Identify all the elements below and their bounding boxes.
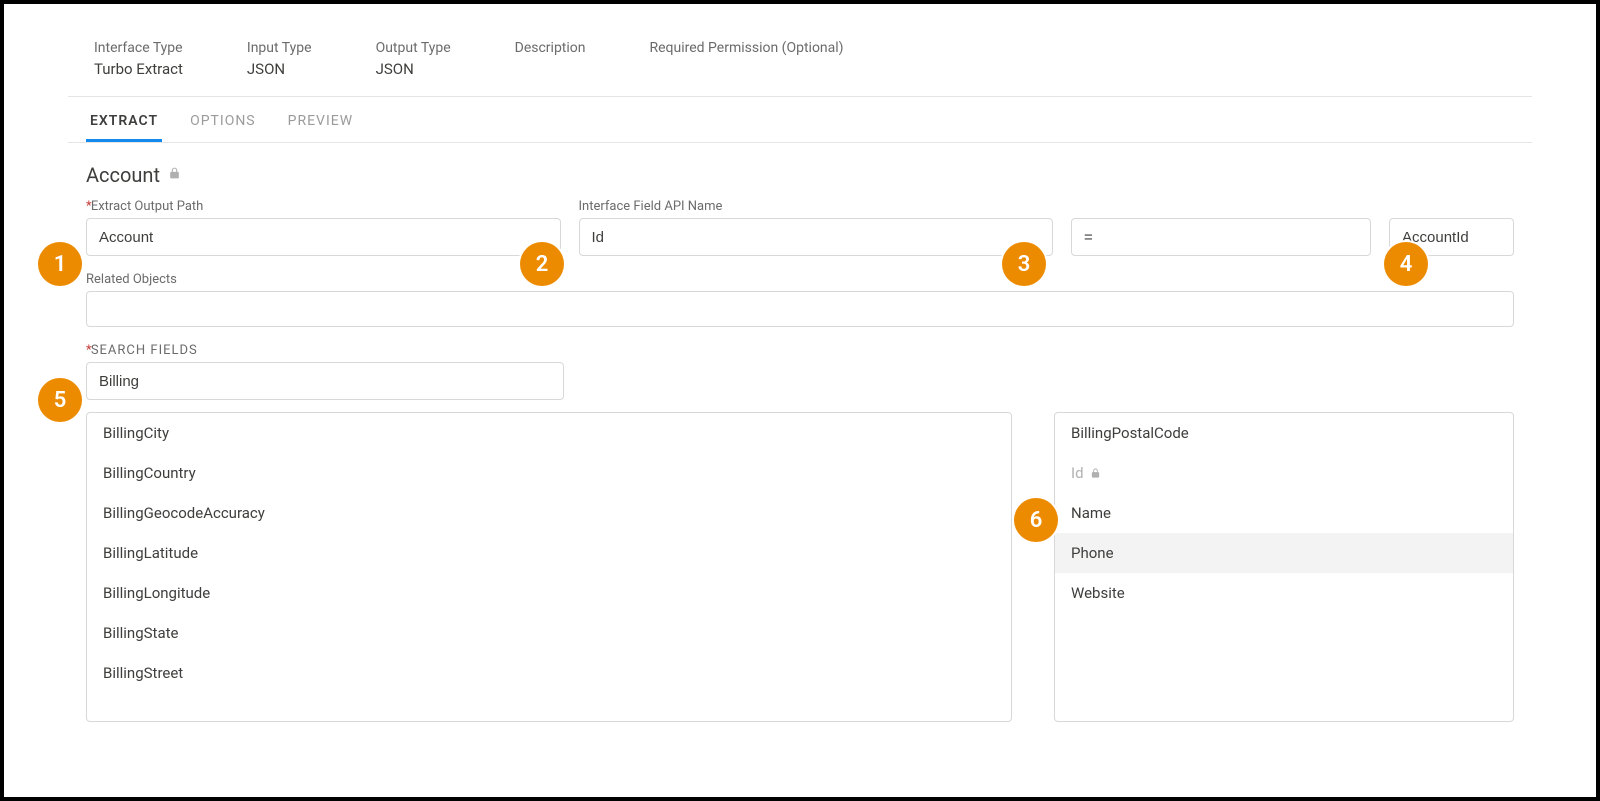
interface-field-api-input[interactable] [579, 218, 1054, 256]
field-label: Related Objects [86, 272, 1514, 287]
meta-label: Input Type [247, 40, 312, 56]
list-item[interactable]: Website [1055, 573, 1513, 613]
list-item[interactable]: Phone [1055, 533, 1513, 573]
list-item[interactable]: BillingPostalCode [1055, 413, 1513, 453]
section-header: Account [68, 143, 1532, 199]
tab-options[interactable]: OPTIONS [186, 107, 260, 142]
meta-value: JSON [247, 60, 312, 78]
meta-label: Required Permission (Optional) [650, 40, 844, 56]
meta-required-permission: Required Permission (Optional) [650, 40, 844, 78]
search-fields-section: SEARCH FIELDS BillingCityBillingCountryB… [86, 343, 1514, 722]
tab-preview[interactable]: PREVIEW [284, 107, 358, 142]
list-item: Id [1055, 453, 1513, 493]
meta-label: Description [515, 40, 586, 56]
section-title: Account [86, 163, 160, 187]
field-label [1071, 199, 1371, 214]
meta-value: Turbo Extract [94, 60, 183, 78]
meta-description: Description [515, 40, 586, 78]
search-fields-input[interactable] [86, 362, 564, 400]
form-area: Extract Output Path Interface Field API … [68, 199, 1532, 722]
meta-label: Output Type [376, 40, 451, 56]
meta-interface-type: Interface Type Turbo Extract [94, 40, 183, 78]
callout-badge: 3 [1002, 242, 1046, 286]
filter-row: Extract Output Path Interface Field API … [86, 199, 1514, 256]
tab-bar: EXTRACT OPTIONS PREVIEW [68, 97, 1532, 143]
callout-badge: 1 [38, 242, 82, 286]
list-item[interactable]: BillingStreet [87, 653, 1011, 693]
callout-badge: 6 [1014, 498, 1058, 542]
list-item[interactable]: BillingLatitude [87, 533, 1011, 573]
dual-list: BillingCityBillingCountryBillingGeocodeA… [86, 412, 1514, 722]
field-related-objects: Related Objects [86, 272, 1514, 327]
field-interface-api-name: Interface Field API Name [579, 199, 1054, 256]
list-item[interactable]: Name [1055, 493, 1513, 533]
meta-header: Interface Type Turbo Extract Input Type … [68, 40, 1532, 97]
callout-badge: 2 [520, 242, 564, 286]
available-fields-list[interactable]: BillingCityBillingCountryBillingGeocodeA… [86, 412, 1012, 722]
list-item[interactable]: BillingLongitude [87, 573, 1011, 613]
operator-input[interactable] [1071, 218, 1371, 256]
list-item[interactable]: BillingGeocodeAccuracy [87, 493, 1011, 533]
lock-icon [168, 166, 181, 184]
field-label [1389, 199, 1514, 214]
extract-output-path-input[interactable] [86, 218, 561, 256]
meta-input-type: Input Type JSON [247, 40, 312, 78]
list-item[interactable]: BillingState [87, 613, 1011, 653]
tab-extract[interactable]: EXTRACT [86, 107, 162, 142]
meta-output-type: Output Type JSON [376, 40, 451, 78]
field-label: Extract Output Path [86, 199, 561, 214]
field-operator [1071, 199, 1371, 256]
related-objects-input[interactable] [86, 291, 1514, 327]
list-item[interactable]: BillingCountry [87, 453, 1011, 493]
selected-fields-list[interactable]: BillingPostalCodeIdNamePhoneWebsite [1054, 412, 1514, 722]
meta-label: Interface Type [94, 40, 183, 56]
callout-badge: 5 [38, 378, 82, 422]
meta-value: JSON [376, 60, 451, 78]
list-item[interactable]: BillingCity [87, 413, 1011, 453]
field-extract-output-path: Extract Output Path [86, 199, 561, 256]
related-objects-row: Related Objects [86, 272, 1514, 327]
callout-badge: 4 [1384, 242, 1428, 286]
app-frame: Interface Type Turbo Extract Input Type … [0, 0, 1600, 801]
search-fields-label: SEARCH FIELDS [86, 343, 1514, 358]
field-label: Interface Field API Name [579, 199, 1054, 214]
